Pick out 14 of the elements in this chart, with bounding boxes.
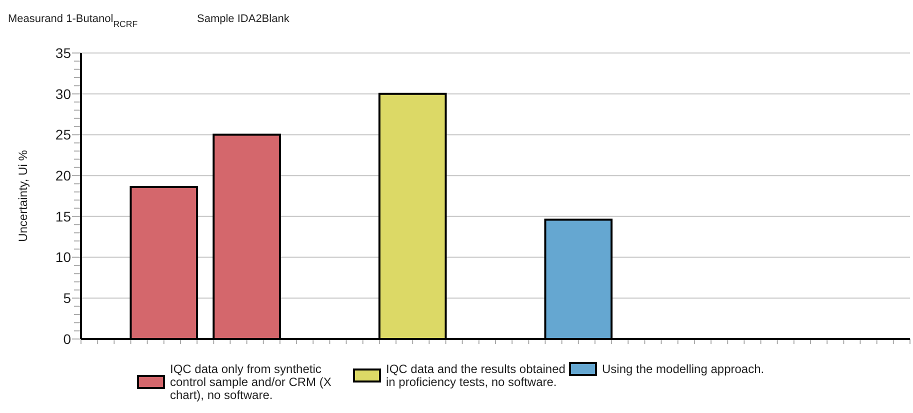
legend-label: IQC data and the results obtained in proficiency tests, no software. <box>386 362 566 390</box>
y-tick-label: 0 <box>63 330 72 347</box>
legend-label: IQC data only from synthetic control sample and/or CRM (X chart), no software. <box>170 362 332 402</box>
y-tick-label: 15 <box>55 208 72 224</box>
y-tick-label: 20 <box>55 167 72 184</box>
chart-subtitle: Sample IDA2Blank <box>197 13 290 25</box>
y-tick-label: 35 <box>55 44 72 61</box>
y-tick-label: 25 <box>55 126 72 143</box>
y-tick-label: 30 <box>55 86 72 102</box>
y-axis-title: Uncertainty, Ui % <box>16 150 30 242</box>
chart-title: Measurand 1-Butanol$_{RCRF}$ <box>8 13 138 29</box>
y-tick-label: 10 <box>55 249 72 266</box>
legend-label: Using the modelling approach. <box>602 362 764 376</box>
y-tick-label: 5 <box>63 290 72 306</box>
